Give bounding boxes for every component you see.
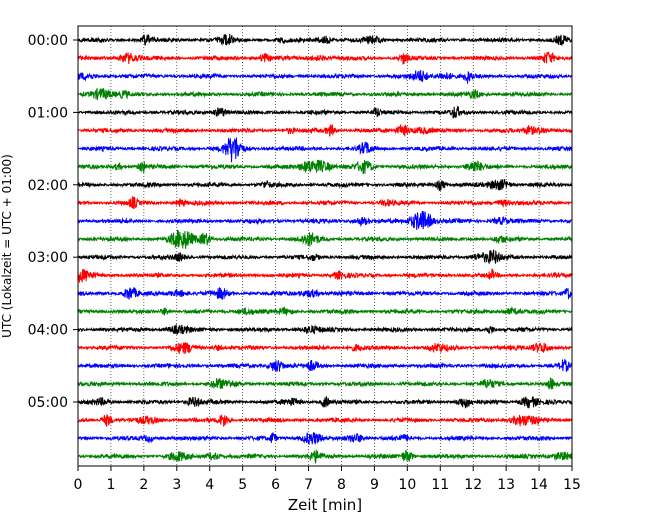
y-axis-title: UTC (Lokalzeit = UTC + 01:00): [0, 154, 14, 338]
x-tick-label: 9: [370, 477, 379, 493]
x-tick-label: 0: [74, 477, 83, 493]
x-tick-label: 14: [530, 477, 548, 493]
y-tick-label: 05:00: [28, 395, 68, 411]
trace-line: [77, 87, 573, 100]
y-tick-label: 03:00: [28, 250, 68, 266]
x-tick-label: 10: [398, 477, 416, 493]
x-tick-label: 12: [464, 477, 482, 493]
x-tick-label: 7: [304, 477, 313, 493]
trace-line: [77, 51, 573, 65]
trace-line: [77, 249, 573, 265]
x-tick-label: 4: [205, 477, 214, 493]
vertical-grid: [110, 26, 540, 466]
trace-line: [77, 70, 573, 84]
plot-background: [78, 26, 572, 466]
trace-line: [77, 359, 573, 373]
y-tick-label: 02:00: [28, 178, 68, 194]
trace-line: [77, 341, 573, 355]
trace-line: [77, 229, 573, 249]
x-tick-label: 15: [563, 477, 581, 493]
y-tick-label: 00:00: [28, 33, 68, 49]
trace-line: [77, 124, 573, 137]
trace-line: [77, 323, 573, 335]
y-axis-ticks: 00:00 01:00 02:00 03:00 04:00 05:00: [28, 33, 78, 411]
x-tick-label: 8: [337, 477, 346, 493]
x-axis-title: Zeit [min]: [288, 496, 362, 514]
trace-line: [77, 449, 573, 465]
trace-line: [77, 33, 573, 46]
trace-line: [77, 210, 573, 230]
trace-line: [77, 306, 573, 316]
trace-line: [77, 196, 573, 209]
trace-line: [77, 137, 573, 163]
x-tick-label: 1: [106, 477, 115, 493]
trace-line: [77, 432, 573, 445]
x-tick-label: 11: [431, 477, 449, 493]
x-tick-label: 3: [172, 477, 181, 493]
y-tick-label: 01:00: [28, 105, 68, 121]
trace-line: [77, 178, 573, 192]
seismogram-traces: [77, 33, 573, 465]
x-tick-label: 13: [497, 477, 515, 493]
trace-line: [77, 268, 573, 283]
trace-line: [77, 377, 573, 390]
plot-frame: [77, 25, 573, 467]
x-tick-label: 2: [139, 477, 148, 493]
trace-line: [77, 105, 573, 119]
trace-line: [77, 159, 573, 175]
trace-line: [77, 396, 573, 409]
trace-line: [77, 286, 573, 300]
y-tick-label: 04:00: [28, 323, 68, 339]
x-tick-label: 5: [238, 477, 247, 493]
x-axis-ticks: 0 1 2 3 4 5 6 7 8 9 10 11 12 13 14 15: [74, 466, 581, 493]
trace-line: [77, 414, 573, 427]
x-tick-label: 6: [271, 477, 280, 493]
